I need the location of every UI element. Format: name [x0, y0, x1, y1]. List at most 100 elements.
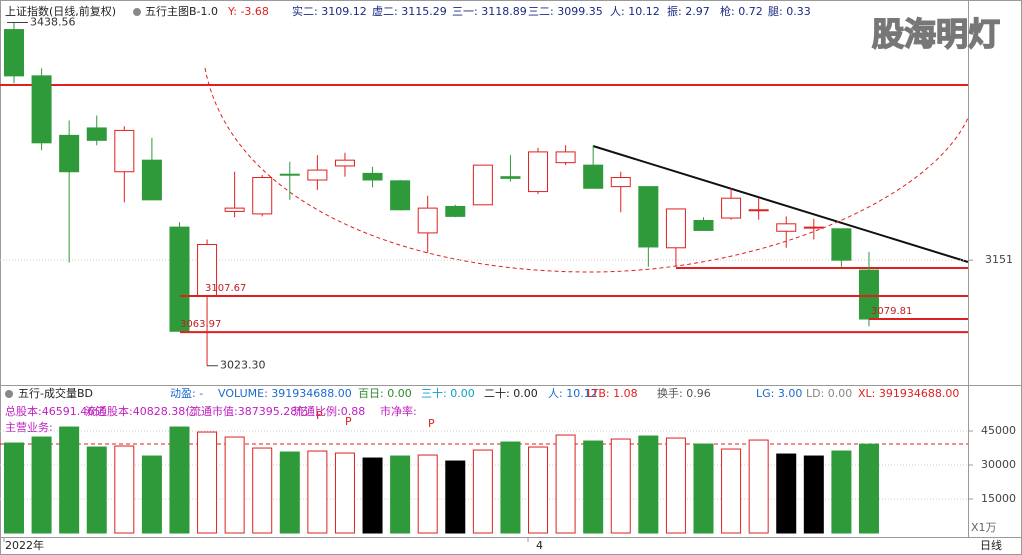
- header-item: 三一: 3118.89: [452, 5, 527, 18]
- header-item: 虚二: 3115.29: [372, 5, 447, 18]
- indicator: 五行主图B-1.0: [145, 5, 218, 18]
- candle-body: [86, 127, 107, 141]
- marker: P: [428, 417, 435, 430]
- candle-body: [858, 269, 879, 320]
- volume-item: LG: 3.00: [756, 387, 802, 400]
- volume-item: 人: 10.12: [548, 387, 598, 400]
- trend-line: [592, 145, 969, 263]
- marker: P: [316, 409, 323, 422]
- candle-body: [59, 134, 80, 173]
- volume-bar: [665, 437, 686, 534]
- volume-bar: [803, 455, 824, 534]
- y-tick-label: 15000: [981, 492, 1016, 505]
- volume-item: 换手: 0.96: [657, 386, 711, 400]
- candle-body: [583, 164, 604, 189]
- candle-body: [748, 209, 769, 212]
- candle-body: [528, 151, 549, 193]
- volume-bar: [141, 455, 162, 534]
- header-item: Y: -3.68: [227, 5, 269, 18]
- volume-bar: [31, 436, 52, 534]
- candle-body: [307, 169, 328, 181]
- volume-item: 动盈: -: [170, 387, 203, 400]
- volume-bar: [279, 451, 300, 534]
- volume-bar: [858, 443, 879, 534]
- volume-bar: [307, 450, 328, 534]
- candle-body: [693, 220, 714, 231]
- volume-bar: [224, 436, 245, 534]
- volume-bar: [197, 431, 218, 534]
- candle-body: [472, 164, 493, 206]
- info: 流通股本:40828.38亿: [85, 404, 196, 418]
- symbol: 上证指数(日线,前复权): [5, 4, 116, 18]
- header-item: 三二: 3099.35: [528, 5, 603, 18]
- candle-body: [445, 205, 466, 217]
- candle-body: [721, 197, 742, 219]
- icon: [5, 390, 13, 398]
- header-item: 实二: 3109.12: [292, 4, 367, 18]
- candle-body: [638, 186, 659, 248]
- x-tick-label: 4: [536, 539, 543, 552]
- extreme-label: 3023.30: [220, 359, 266, 372]
- volume-bar: [169, 426, 190, 534]
- volume-indicator: 五行-成交量BD: [18, 386, 93, 400]
- volume-bar: [500, 441, 521, 534]
- info: 流通比例:0.88: [293, 404, 365, 418]
- volume-bar: [748, 439, 769, 534]
- header-item: 振: 2.97: [667, 4, 710, 18]
- candle-body: [169, 226, 190, 332]
- header-item: 腿: 0.33: [768, 5, 811, 18]
- volume-bar: [59, 426, 80, 534]
- candle-body: [362, 172, 383, 181]
- candle-body: [252, 177, 273, 215]
- candle-body: [555, 151, 576, 164]
- price-label: 3063.97: [180, 319, 221, 330]
- volume-bar: [334, 452, 355, 534]
- info: 市净率:: [380, 404, 417, 418]
- candle-body: [665, 208, 686, 249]
- candle-body: [831, 228, 852, 261]
- arc: [204, 67, 969, 273]
- candle-body: [500, 176, 521, 179]
- volume-item: VOLUME: 391934688.00: [218, 387, 352, 400]
- marker: P: [345, 415, 352, 428]
- volume-bar: [445, 460, 466, 534]
- volume-bar: [528, 446, 549, 534]
- price-label: 3107.67: [205, 283, 246, 294]
- candle-body: [390, 180, 411, 211]
- candle-body: [114, 129, 135, 173]
- candle-body: [224, 207, 245, 212]
- volume-item: 三十: 0.00: [421, 386, 475, 400]
- price-label: 3079.81: [871, 306, 912, 317]
- volume-bar: [390, 455, 411, 534]
- volume-item: LD: 0.00: [806, 387, 852, 400]
- unit: X1万: [971, 521, 997, 534]
- header-item: 枪: 0.72: [720, 4, 763, 18]
- candle-body: [803, 226, 824, 229]
- icon: [133, 8, 141, 16]
- volume-bar: [721, 448, 742, 534]
- info: 流通市值:387395.28亿: [190, 404, 308, 418]
- period: 日线: [980, 538, 1002, 552]
- volume-bar: [252, 447, 273, 534]
- volume-bar: [4, 442, 24, 534]
- volume-item: 百日: 0.00: [358, 387, 412, 400]
- candle-body: [334, 159, 355, 167]
- extreme-label: 3438.56: [30, 15, 76, 28]
- volume-bar: [555, 434, 576, 534]
- volume-bar: [610, 438, 631, 534]
- header-item: 人: 10.12: [610, 5, 660, 18]
- volume-bar: [638, 435, 659, 534]
- info: 总股本:46591.46亿: [5, 404, 105, 418]
- volume-item: LTB: 1.08: [587, 387, 638, 400]
- y-tick-label: 3151: [985, 253, 1013, 266]
- volume-bar: [776, 453, 797, 534]
- candle-body: [417, 207, 438, 234]
- volume-bar: [362, 457, 383, 534]
- candle-body: [31, 75, 52, 144]
- volume-bar: [831, 450, 852, 534]
- candle-body: [4, 29, 24, 77]
- y-tick-label: 45000: [981, 424, 1016, 437]
- business: 主营业务:: [5, 420, 53, 434]
- volume-item: XL: 391934688.00: [858, 387, 959, 400]
